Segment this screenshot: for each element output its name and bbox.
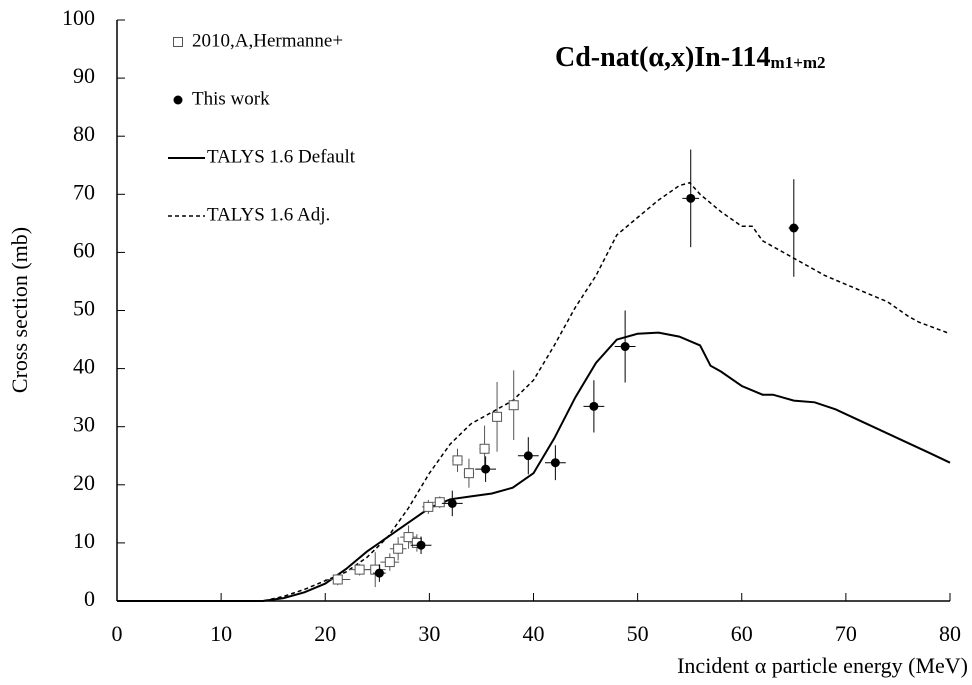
x-tick-label: 50: [627, 621, 649, 646]
x-tick-label: 40: [523, 621, 545, 646]
x-tick-label: 20: [314, 621, 336, 646]
y-tick-label: 50: [73, 296, 95, 321]
marker: [416, 540, 426, 550]
marker: [686, 193, 696, 203]
chart-title: Cd-nat(α,x)In-114m1+m2: [555, 42, 826, 73]
legend-label: 2010,A,Hermanne+: [192, 30, 343, 51]
marker: [523, 451, 533, 461]
marker: [452, 455, 463, 466]
marker: [374, 568, 384, 578]
curve: [117, 181, 951, 602]
x-axis-label: Incident α particle energy (MeV): [677, 653, 968, 678]
y-tick-label: 70: [73, 179, 95, 204]
x-tick-label: 70: [835, 621, 857, 646]
marker: [354, 564, 365, 575]
legend-label: TALYS 1.6 Adj.: [207, 204, 330, 225]
y-tick-label: 80: [73, 121, 95, 146]
legend-label: TALYS 1.6 Default: [207, 146, 356, 167]
marker: [384, 557, 395, 568]
marker: [434, 497, 445, 508]
curve: [117, 331, 951, 602]
legend-label: This work: [192, 88, 270, 109]
marker: [481, 464, 491, 474]
y-tick-label: 0: [84, 586, 95, 611]
marker: [789, 223, 799, 233]
title-main: Cd-nat(α,x)In-114: [555, 42, 771, 73]
marker: [479, 443, 490, 454]
marker: [447, 498, 457, 508]
y-axis-label: Cross section (mb): [7, 227, 32, 393]
y-tick-label: 20: [73, 470, 95, 495]
y-tick-label: 10: [73, 528, 95, 553]
y-tick-label: 60: [73, 237, 95, 262]
x-tick-label: 10: [210, 621, 232, 646]
marker: [550, 458, 560, 468]
y-tick-label: 90: [73, 63, 95, 88]
marker: [423, 501, 434, 512]
legend-marker: [173, 37, 183, 47]
marker: [463, 468, 474, 479]
x-tick-label: 30: [418, 621, 440, 646]
legend-marker: [173, 95, 183, 105]
marker: [393, 543, 404, 554]
y-tick-label: 100: [62, 5, 95, 30]
x-tick-label: 0: [112, 621, 123, 646]
y-tick-label: 40: [73, 354, 95, 379]
marker: [589, 401, 599, 411]
marker: [620, 342, 630, 352]
title-subscript: m1+m2: [771, 53, 826, 72]
x-tick-label: 80: [939, 621, 961, 646]
marker: [332, 574, 343, 585]
x-tick-label: 60: [731, 621, 753, 646]
marker: [492, 411, 503, 422]
y-tick-label: 30: [73, 412, 95, 437]
marker: [403, 532, 414, 543]
marker: [508, 400, 519, 411]
